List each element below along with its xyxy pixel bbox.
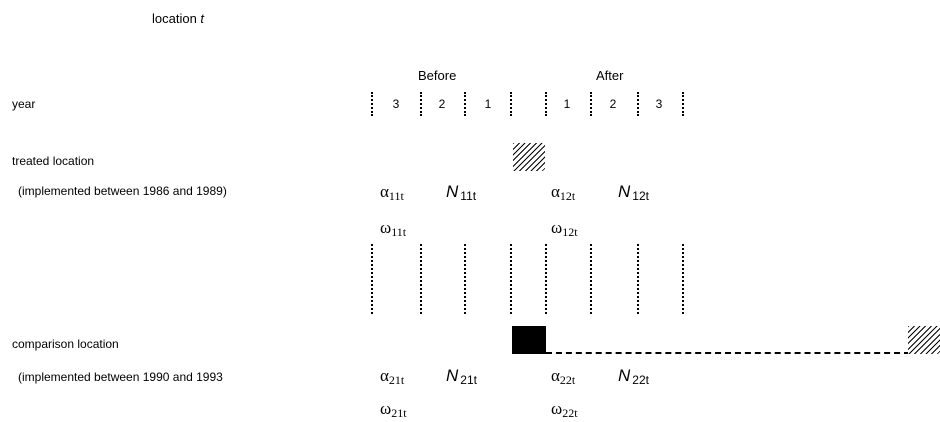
before-year-3: 3: [392, 97, 400, 111]
year-divider: [545, 92, 547, 116]
alpha-symbol: α: [551, 182, 560, 201]
omega-symbol: ω: [380, 399, 392, 418]
comparison-alpha-before: α21t: [380, 367, 404, 386]
year-label: year: [12, 97, 36, 111]
n-symbol: N: [446, 182, 459, 201]
before-header: Before: [418, 68, 457, 83]
n-subscript: 11t: [460, 189, 477, 203]
year-connector: [682, 244, 684, 314]
omega-subscript: 12t: [562, 225, 578, 239]
year-divider: [510, 92, 512, 116]
comparison-location-detail: (implemented between 1990 and 1993: [18, 370, 223, 384]
year-connector: [371, 244, 373, 314]
treated-alpha-after: α12t: [551, 183, 575, 202]
n-symbol: N: [618, 182, 631, 201]
year-connector: [637, 244, 639, 314]
treated-location-label: treated location: [12, 154, 95, 168]
n-symbol: N: [618, 366, 631, 385]
alpha-subscript: 12t: [559, 189, 576, 203]
year-divider: [637, 92, 639, 116]
comparison-implementation-marker: [908, 326, 940, 354]
omega-subscript: 11t: [391, 225, 407, 239]
treated-omega-before: ω11t: [380, 219, 406, 238]
alpha-subscript: 21t: [388, 373, 405, 387]
year-divider: [590, 92, 592, 116]
treated-implementation-marker: [513, 143, 545, 171]
comparison-alpha-after: α22t: [551, 367, 575, 386]
comparison-timeline: [546, 352, 910, 354]
before-year-1: 1: [484, 97, 492, 111]
year-connector: [545, 244, 547, 314]
comparison-start-marker: [512, 326, 546, 354]
diagram-title: location t: [152, 12, 204, 25]
year-connector: [420, 244, 422, 314]
alpha-symbol: α: [380, 366, 389, 385]
comparison-location-label: comparison location: [12, 337, 119, 351]
omega-symbol: ω: [551, 399, 563, 418]
treated-alpha-before: α11t: [380, 183, 404, 202]
comparison-n-after: N 22t: [618, 367, 649, 386]
omega-symbol: ω: [380, 218, 392, 237]
alpha-symbol: α: [380, 182, 389, 201]
alpha-subscript: 22t: [559, 373, 576, 387]
title-variable: t: [200, 11, 205, 26]
omega-subscript: 22t: [562, 406, 578, 420]
omega-symbol: ω: [551, 218, 563, 237]
alpha-subscript: 11t: [388, 189, 404, 203]
n-symbol: N: [446, 366, 459, 385]
n-subscript: 21t: [460, 373, 477, 387]
alpha-symbol: α: [551, 366, 560, 385]
title-prefix: location: [152, 11, 201, 26]
comparison-n-before: N 21t: [446, 367, 477, 386]
after-year-1: 1: [563, 97, 571, 111]
comparison-omega-after: ω22t: [551, 400, 578, 419]
comparison-omega-before: ω21t: [380, 400, 407, 419]
year-divider: [420, 92, 422, 116]
year-divider: [464, 92, 466, 116]
year-divider: [371, 92, 373, 116]
omega-subscript: 21t: [391, 406, 407, 420]
before-year-2: 2: [438, 97, 446, 111]
n-subscript: 12t: [632, 189, 649, 203]
treated-n-after: N 12t: [618, 183, 649, 202]
year-connector: [464, 244, 466, 314]
treated-location-detail: (implemented between 1986 and 1989): [18, 184, 227, 198]
year-connector: [510, 244, 512, 314]
after-year-2: 2: [609, 97, 617, 111]
treated-omega-after: ω12t: [551, 219, 578, 238]
after-header: After: [596, 68, 624, 83]
year-divider: [682, 92, 684, 116]
after-year-3: 3: [655, 97, 663, 111]
n-subscript: 22t: [632, 373, 649, 387]
treated-n-before: N 11t: [446, 183, 476, 202]
year-connector: [590, 244, 592, 314]
